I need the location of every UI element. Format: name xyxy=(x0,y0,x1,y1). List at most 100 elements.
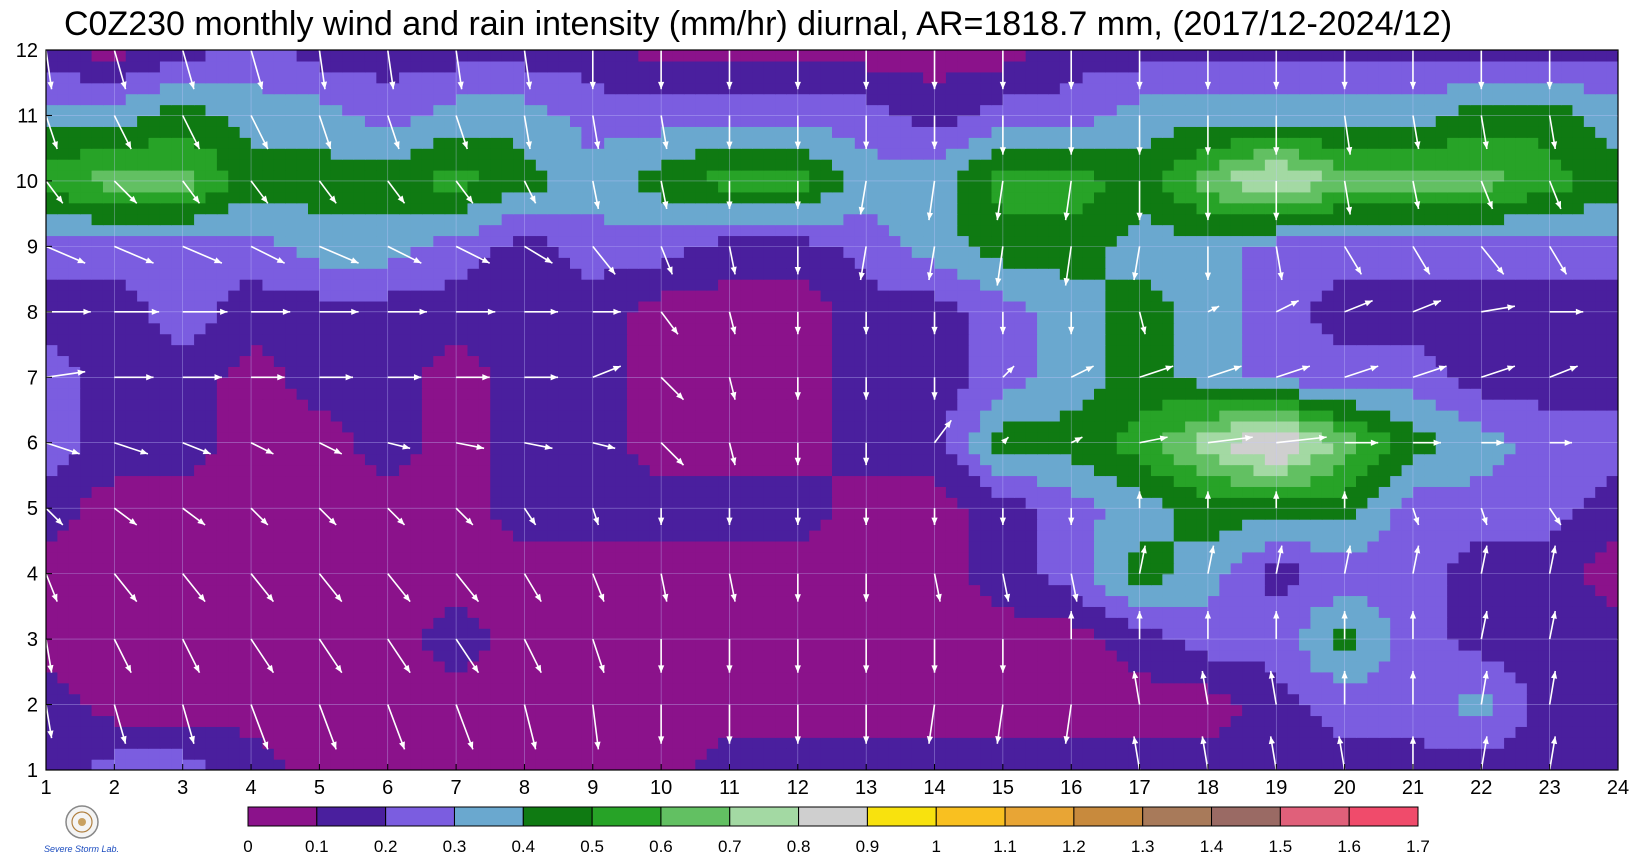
heat-cell xyxy=(1412,377,1425,389)
heat-cell xyxy=(683,606,696,618)
heat-cell xyxy=(991,682,1004,695)
heat-cell xyxy=(1185,508,1198,520)
heat-cell xyxy=(1390,508,1403,520)
heat-cell xyxy=(866,410,879,422)
heat-cell xyxy=(1150,748,1163,760)
heat-cell xyxy=(57,530,70,542)
heat-cell xyxy=(1276,671,1289,684)
heat-cell xyxy=(1469,530,1482,542)
heat-cell xyxy=(1025,530,1038,542)
heat-cell xyxy=(524,606,537,618)
heat-cell xyxy=(1185,540,1198,553)
heat-cell xyxy=(991,606,1004,618)
heat-cell xyxy=(1014,497,1027,509)
heat-cell xyxy=(1344,759,1357,770)
heat-cell xyxy=(1002,639,1015,651)
heat-cell xyxy=(729,584,742,597)
heat-cell xyxy=(330,508,343,520)
heat-cell xyxy=(239,464,252,477)
heat-cell xyxy=(683,377,696,389)
heat-cell xyxy=(308,693,320,706)
heat-cell xyxy=(1344,519,1357,531)
heat-cell xyxy=(1002,584,1015,597)
heat-cell xyxy=(1333,573,1346,586)
heat-cell xyxy=(342,562,355,575)
heat-cell xyxy=(649,442,662,455)
heat-cell xyxy=(1538,671,1551,684)
heat-cell xyxy=(581,682,594,695)
heat-cell xyxy=(1572,693,1585,706)
heat-cell xyxy=(1356,573,1368,586)
heat-cell xyxy=(1492,726,1505,738)
heat-cell xyxy=(159,682,172,695)
heat-cell xyxy=(1071,497,1084,509)
heat-cell xyxy=(1082,540,1095,553)
heat-cell xyxy=(1196,399,1209,411)
heat-cell xyxy=(1139,562,1152,575)
heat-cell xyxy=(1458,759,1471,770)
heat-cell xyxy=(1367,453,1380,466)
heat-cell xyxy=(1606,737,1618,749)
heat-cell xyxy=(159,508,172,520)
heat-cell xyxy=(1287,650,1300,662)
heat-cell xyxy=(1162,628,1175,640)
heat-cell xyxy=(182,442,195,455)
heat-cell xyxy=(1207,431,1220,444)
heat-cell xyxy=(866,671,879,684)
heat-cell xyxy=(923,388,936,400)
heat-cell xyxy=(638,453,651,466)
heat-cell xyxy=(809,639,822,651)
heat-cell xyxy=(182,475,195,487)
heat-cell xyxy=(877,573,890,586)
heat-cell xyxy=(1173,431,1186,444)
heat-cell xyxy=(1242,726,1255,738)
heat-cell xyxy=(1526,540,1539,553)
heat-cell xyxy=(273,508,286,520)
heat-cell xyxy=(843,377,856,389)
heat-cell xyxy=(843,475,856,487)
heat-cell xyxy=(1321,540,1334,553)
heat-cell xyxy=(604,453,617,466)
heat-cell xyxy=(1469,682,1482,695)
heat-cell xyxy=(1435,377,1448,389)
heat-cell xyxy=(1139,660,1152,673)
heat-cell xyxy=(934,682,947,695)
heat-cell xyxy=(604,639,617,651)
heat-cell xyxy=(478,530,491,542)
heat-cell xyxy=(1128,704,1141,717)
heat-cell xyxy=(934,639,947,651)
heat-cell xyxy=(421,475,434,487)
heat-cell xyxy=(558,420,571,433)
heat-cell xyxy=(444,682,457,695)
heat-cell xyxy=(866,420,879,433)
heat-cell xyxy=(46,453,58,466)
heat-cell xyxy=(729,442,742,455)
heat-cell xyxy=(410,420,423,433)
heat-cell xyxy=(535,759,548,770)
heat-cell xyxy=(137,693,150,706)
heat-cell xyxy=(364,431,377,444)
heat-cell xyxy=(1606,748,1618,760)
heat-cell xyxy=(239,628,252,640)
heat-cell xyxy=(558,475,571,487)
heat-cell xyxy=(1344,475,1357,487)
heat-cell xyxy=(911,399,924,411)
heat-cell xyxy=(433,682,446,695)
heat-cell xyxy=(137,606,150,618)
heat-cell xyxy=(421,486,434,498)
heat-cell xyxy=(1367,540,1380,553)
heat-cell xyxy=(934,726,947,738)
heat-cell xyxy=(1071,540,1084,553)
heat-cell xyxy=(308,399,320,411)
heat-cell xyxy=(1128,410,1141,422)
heat-cell xyxy=(1481,573,1494,586)
heat-cell xyxy=(729,748,742,760)
heat-cell xyxy=(968,453,981,466)
heat-cell xyxy=(752,497,765,509)
heat-cell xyxy=(1242,551,1255,564)
heat-cell xyxy=(1150,671,1163,684)
heat-cell xyxy=(1287,639,1300,651)
heat-cell xyxy=(535,737,548,749)
heat-cell xyxy=(467,388,480,400)
heat-cell xyxy=(649,475,662,487)
